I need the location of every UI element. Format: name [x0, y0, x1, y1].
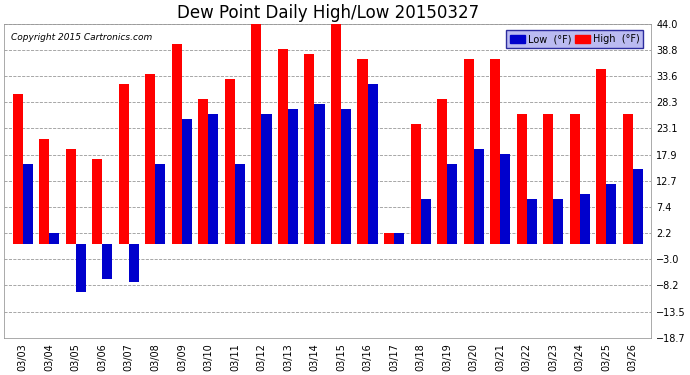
- Bar: [341, 109, 351, 244]
- Bar: [331, 24, 341, 244]
- Bar: [198, 99, 208, 244]
- Bar: [102, 244, 112, 279]
- Bar: [570, 114, 580, 244]
- Bar: [580, 194, 590, 244]
- Bar: [304, 54, 315, 244]
- Bar: [315, 104, 324, 244]
- Bar: [251, 24, 262, 244]
- Bar: [278, 49, 288, 244]
- Bar: [500, 154, 510, 244]
- Bar: [23, 164, 33, 244]
- Bar: [421, 199, 431, 244]
- Bar: [368, 84, 377, 244]
- Bar: [490, 59, 500, 244]
- Bar: [447, 164, 457, 244]
- Bar: [553, 199, 563, 244]
- Bar: [66, 149, 76, 244]
- Bar: [526, 199, 537, 244]
- Bar: [464, 59, 473, 244]
- Bar: [225, 79, 235, 244]
- Bar: [411, 124, 421, 244]
- Legend: Low  (°F), High  (°F): Low (°F), High (°F): [506, 30, 643, 48]
- Text: Copyright 2015 Cartronics.com: Copyright 2015 Cartronics.com: [10, 33, 152, 42]
- Bar: [288, 109, 298, 244]
- Bar: [172, 44, 182, 244]
- Bar: [437, 99, 447, 244]
- Bar: [92, 159, 102, 244]
- Bar: [596, 69, 607, 244]
- Bar: [155, 164, 166, 244]
- Bar: [384, 233, 394, 244]
- Bar: [76, 244, 86, 292]
- Bar: [129, 244, 139, 282]
- Bar: [208, 114, 219, 244]
- Bar: [146, 74, 155, 244]
- Bar: [517, 114, 526, 244]
- Bar: [182, 119, 192, 244]
- Bar: [235, 164, 245, 244]
- Bar: [12, 94, 23, 244]
- Bar: [119, 84, 129, 244]
- Bar: [262, 114, 272, 244]
- Bar: [49, 233, 59, 244]
- Bar: [357, 59, 368, 244]
- Bar: [394, 233, 404, 244]
- Title: Dew Point Daily High/Low 20150327: Dew Point Daily High/Low 20150327: [177, 4, 479, 22]
- Bar: [543, 114, 553, 244]
- Bar: [473, 149, 484, 244]
- Bar: [622, 114, 633, 244]
- Bar: [39, 139, 49, 244]
- Bar: [607, 184, 616, 244]
- Bar: [633, 169, 643, 244]
